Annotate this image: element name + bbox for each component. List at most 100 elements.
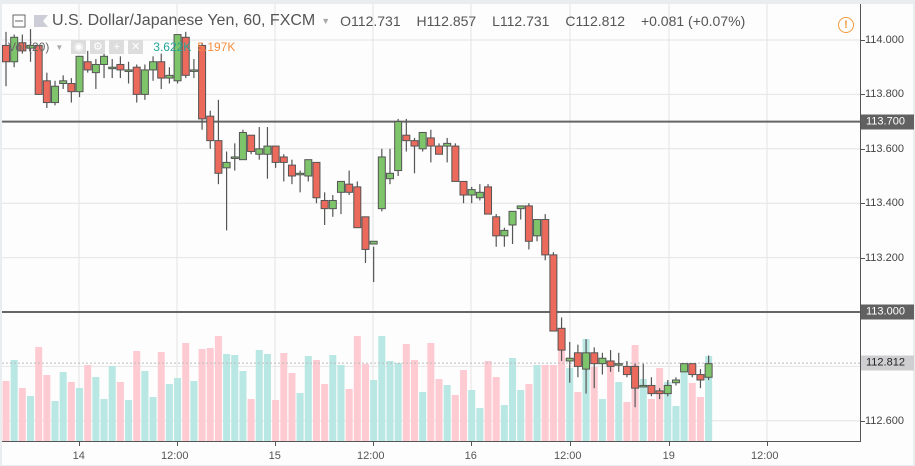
- volume-bar: [263, 354, 271, 441]
- tick-mark: [767, 442, 768, 446]
- candle: [492, 216, 501, 237]
- volume-bar: [280, 353, 288, 441]
- ohlc-values: O112.731 H112.857 L112.731 C112.812 +0.0…: [340, 13, 757, 29]
- close-icon[interactable]: ✕: [128, 40, 144, 54]
- volume-bar: [386, 361, 394, 441]
- volume-bar: [304, 356, 312, 441]
- volume-bar: [288, 373, 296, 441]
- candle: [671, 379, 680, 384]
- candle: [696, 374, 705, 381]
- volume-bar: [696, 397, 704, 441]
- volume-bar: [680, 369, 688, 441]
- candle: [181, 36, 190, 76]
- minus-square-icon[interactable]: [12, 14, 26, 28]
- candle: [230, 156, 239, 159]
- volume-bar: [239, 371, 247, 441]
- volume-bar: [108, 366, 116, 441]
- candle: [614, 363, 623, 366]
- candle: [353, 186, 362, 229]
- volume-ma-value: 5.197K: [197, 40, 236, 54]
- candle: [549, 254, 558, 332]
- candle: [312, 161, 321, 199]
- price-label: 113.200: [865, 251, 904, 264]
- price-axis[interactable]: 114.000 113.800 113.600 113.400 113.200 113.0…: [860, 4, 914, 441]
- volume-bar: [247, 399, 255, 441]
- volume-bar: [419, 392, 427, 441]
- candle: [132, 66, 141, 95]
- volume-bar: [451, 395, 459, 441]
- candle: [2, 44, 10, 63]
- candle: [10, 36, 19, 63]
- volume-bar: [353, 336, 361, 441]
- candle: [655, 390, 664, 395]
- candle: [639, 384, 648, 388]
- candle: [140, 69, 149, 95]
- volume-bar: [468, 390, 476, 441]
- volume-bar: [558, 348, 566, 441]
- tick-mark: [861, 257, 865, 259]
- volume-bar: [312, 360, 320, 441]
- high-value: H112.857: [416, 13, 477, 29]
- eye-icon[interactable]: ◉: [71, 40, 87, 54]
- candle: [34, 44, 43, 95]
- symbol-title[interactable]: U.S. Dollar/Japanese Yen, 60, FXCM: [52, 12, 316, 29]
- volume-bar: [361, 364, 369, 441]
- volume-bar: [18, 388, 26, 441]
- tick-mark: [570, 442, 571, 446]
- volume-bar: [35, 347, 43, 441]
- chevron-down-icon[interactable]: ▼: [55, 42, 64, 52]
- volume-bar: [67, 382, 75, 441]
- candlestick-chart[interactable]: [2, 4, 860, 441]
- candle: [369, 240, 378, 245]
- volume-bar: [705, 356, 713, 441]
- candle: [51, 85, 60, 104]
- volume-bar: [157, 352, 165, 441]
- volume-bar: [321, 384, 329, 441]
- volume-bar: [411, 360, 418, 441]
- time-axis[interactable]: 14 12:00 15 12:00 16 12:00 19 12:00: [2, 441, 861, 466]
- open-value: O112.731: [340, 13, 401, 29]
- volume-bar: [174, 378, 182, 441]
- volume-bar: [43, 375, 51, 441]
- volume-label[interactable]: Vol (20): [8, 40, 50, 54]
- volume-bar: [688, 383, 696, 441]
- volume-bar: [59, 372, 67, 441]
- candle: [573, 352, 582, 367]
- time-label: 16: [464, 450, 477, 462]
- candle: [320, 199, 329, 210]
- time-label: 15: [268, 450, 281, 462]
- candle: [557, 327, 566, 351]
- candle: [459, 180, 468, 196]
- volume-bar: [492, 377, 500, 441]
- candle: [238, 131, 247, 161]
- candle: [247, 134, 256, 153]
- candle: [361, 216, 370, 250]
- candle: [149, 61, 158, 71]
- volume-bar: [623, 402, 631, 441]
- candle: [606, 360, 615, 367]
- candle: [304, 159, 313, 177]
- flag-icon[interactable]: [34, 14, 48, 28]
- low-value: L112.731: [492, 13, 550, 29]
- warning-icon[interactable]: !: [838, 17, 854, 33]
- volume-bar: [133, 351, 141, 441]
- candle: [467, 189, 476, 196]
- volume-bar: [639, 379, 647, 441]
- gear-icon[interactable]: ⚙: [90, 40, 106, 54]
- candle: [198, 44, 207, 120]
- volume-bar: [566, 368, 574, 441]
- tick-mark: [861, 203, 865, 205]
- time-label: 12:00: [161, 450, 189, 462]
- plus-icon[interactable]: +: [109, 40, 125, 54]
- candle: [18, 42, 27, 52]
- price-pane[interactable]: [2, 4, 860, 441]
- tick-mark: [861, 148, 865, 150]
- candle: [189, 69, 198, 72]
- candle: [377, 156, 386, 210]
- price-label: 112.600: [865, 414, 904, 427]
- candle: [426, 137, 435, 147]
- candle: [484, 186, 493, 215]
- tick-mark: [177, 442, 178, 446]
- volume-bar: [76, 388, 84, 441]
- chevron-down-icon[interactable]: ▼: [321, 16, 331, 26]
